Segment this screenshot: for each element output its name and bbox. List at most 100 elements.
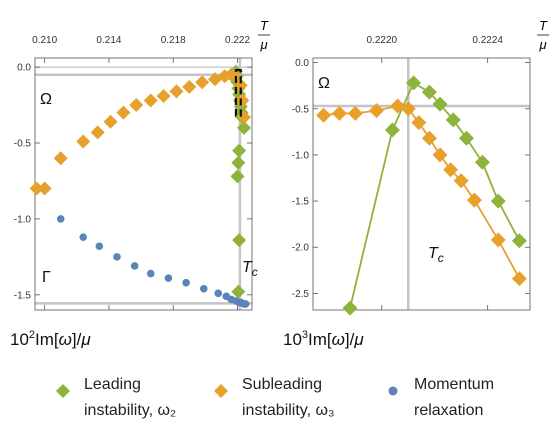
- right-reference-lines: [313, 58, 530, 310]
- L-point-s0-12: [230, 169, 245, 184]
- legend-marker-subleading: [214, 384, 228, 398]
- R-series-line-1: [323, 105, 521, 280]
- left-panel: 0.210 0.214 0.218 0.222 0.0 -0.5 -1.0 -1.5 Ω Γ…: [10, 18, 270, 349]
- right-plot-frame: [312, 57, 531, 311]
- R-point-s1-12: [490, 232, 506, 248]
- legend: Leading instability, ω₂ Subleading insta…: [0, 372, 556, 444]
- R-point-s0-0: [342, 300, 358, 316]
- left-tc-letter: T: [242, 259, 253, 276]
- R-point-s1-6: [411, 115, 427, 131]
- legend-marker-momentum: [388, 386, 398, 396]
- left-top-label-T: T: [260, 18, 269, 33]
- L-point-s1-11: [182, 79, 197, 94]
- right-tc-subscript: c: [438, 251, 444, 265]
- R-x-tick-label: 0.2220: [367, 35, 398, 46]
- R-point-s0-6: [458, 130, 474, 146]
- left-top-label-mu: μ: [259, 37, 267, 52]
- right-y-axis-label: 103Im[ω]/μ: [283, 329, 364, 349]
- L-point-s2-4: [130, 262, 139, 270]
- R-point-s0-4: [432, 96, 448, 112]
- L-point-s0-14: [231, 284, 246, 299]
- L-point-s0-9: [236, 120, 251, 135]
- R-point-s1-7: [421, 130, 437, 146]
- legend-item-subleading: Subleading instability, ω₃: [214, 372, 335, 424]
- L-point-s1-1: [37, 181, 52, 196]
- L-x-tick-label: 0.210: [32, 35, 57, 46]
- R-point-s1-9: [443, 162, 459, 178]
- R-point-s1-3: [369, 103, 385, 119]
- figure: 0.210 0.214 0.218 0.222 0.0 -0.5 -1.0 -1.5 Ω Γ…: [10, 18, 549, 349]
- right-data-marks: [316, 75, 527, 316]
- R-point-s1-8: [432, 147, 448, 163]
- right-top-label-T: T: [539, 18, 548, 33]
- R-y-tick-label: -0.5: [292, 104, 310, 115]
- L-point-s1-6: [116, 105, 131, 120]
- L-point-s1-0: [29, 181, 44, 196]
- left-plot-frame: [34, 57, 253, 311]
- L-point-s0-10: [232, 143, 247, 158]
- right-top-label-mu: μ: [538, 37, 546, 52]
- L-point-s1-8: [143, 93, 158, 108]
- R-point-s0-5: [445, 112, 461, 128]
- R-point-s1-11: [466, 192, 482, 208]
- L-point-s2-1: [79, 233, 88, 241]
- L-y-tick-label: 0.0: [17, 63, 31, 74]
- right-x-ticks: 0.2220 0.2224: [367, 35, 503, 310]
- L-point-s0-11: [231, 155, 246, 170]
- L-point-s1-4: [90, 125, 105, 140]
- R-point-s0-1: [384, 122, 400, 138]
- L-point-s1-17: [233, 78, 248, 93]
- L-point-s1-7: [129, 98, 144, 113]
- L-point-s2-17: [241, 300, 250, 308]
- L-point-s1-3: [76, 134, 91, 149]
- legend-item-momentum: Momentum relaxation: [386, 372, 494, 424]
- R-point-s1-10: [453, 173, 469, 189]
- L-point-s0-13: [232, 233, 247, 248]
- L-point-s1-10: [169, 84, 184, 99]
- L-point-s1-2: [53, 151, 68, 166]
- legend-marker-leading: [56, 384, 70, 398]
- left-tc-subscript: c: [252, 265, 258, 279]
- L-point-s2-7: [182, 278, 190, 287]
- legend-label-momentum: Momentum relaxation: [414, 376, 495, 419]
- R-point-s1-1: [331, 105, 347, 121]
- R-point-s1-4: [390, 98, 406, 114]
- legend-label-subleading: Subleading instability, ω₃: [242, 376, 335, 419]
- R-point-s1-13: [511, 271, 527, 287]
- R-y-tick-label: 0.0: [295, 58, 309, 69]
- L-y-tick-label: -0.5: [14, 139, 32, 150]
- right-omega-label: Ω: [318, 75, 330, 92]
- R-point-s1-0: [316, 107, 332, 123]
- L-x-tick-label: 0.214: [96, 35, 121, 46]
- L-point-s2-6: [164, 274, 173, 282]
- R-y-tick-label: -2.0: [292, 243, 310, 254]
- left-y-ticks: 0.0 -0.5 -1.0 -1.5: [14, 63, 252, 301]
- left-tc-label: Tc: [242, 259, 258, 279]
- right-top-axis-label: T μ: [537, 18, 549, 52]
- left-top-axis-label: T μ: [258, 18, 270, 52]
- R-point-s0-8: [490, 193, 506, 209]
- L-point-s2-8: [199, 284, 208, 293]
- R-y-tick-label: -1.0: [292, 150, 310, 161]
- left-omega-label: Ω: [40, 91, 52, 108]
- L-point-s1-12: [195, 75, 210, 90]
- L-y-tick-label: -1.0: [14, 214, 32, 225]
- L-point-s2-0: [56, 215, 65, 223]
- R-point-s0-9: [511, 233, 527, 249]
- L-point-s2-2: [95, 242, 104, 251]
- legend-label-leading: Leading instability, ω₂: [84, 376, 177, 419]
- zoom-box: [234, 69, 242, 117]
- left-gamma-label: Γ: [42, 269, 51, 286]
- L-point-s1-9: [156, 88, 171, 103]
- R-y-tick-label: -1.5: [292, 197, 310, 208]
- right-tc-letter: T: [428, 245, 439, 262]
- legend-item-leading: Leading instability, ω₂: [56, 372, 176, 424]
- right-tc-label: Tc: [428, 245, 444, 265]
- left-reference-lines: [35, 58, 252, 310]
- R-point-s1-5: [400, 101, 416, 117]
- R-point-s1-2: [347, 105, 363, 121]
- L-x-tick-label: 0.218: [161, 35, 186, 46]
- right-panel: 0.2220 0.2224 0.0 -0.5 -1.0 -1.5 -2.0 -2.5 Ω T…: [283, 18, 549, 349]
- L-point-s2-3: [113, 253, 121, 261]
- R-point-s0-7: [474, 154, 490, 170]
